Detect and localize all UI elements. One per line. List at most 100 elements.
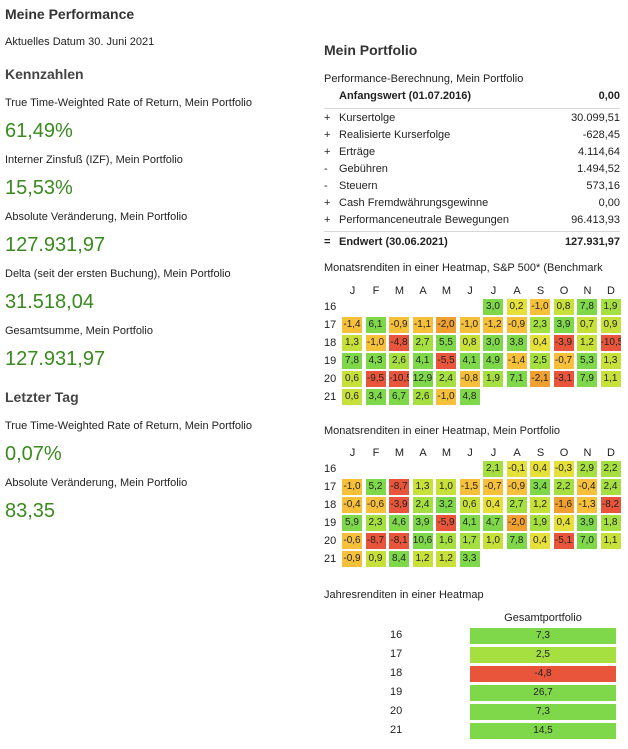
heatmap-cell: 0,6 [342, 389, 362, 405]
total-value: 127.931,97 [5, 348, 106, 370]
row-sign: - [324, 180, 328, 192]
row-label: Performanceneutrale Bewegungen [339, 214, 510, 226]
heatmap-cell: 0,6 [342, 371, 362, 387]
heatmap-cell: 0,9 [365, 551, 386, 567]
heatmap-cell: -1,0 [530, 299, 550, 315]
yearly-year-label: 20 [390, 705, 403, 717]
heatmap-cell: 7,8 [577, 299, 597, 315]
heatmap-cell: 2,2 [600, 461, 621, 477]
month-label: A [419, 285, 427, 297]
heatmap-cell: -0,4 [577, 479, 597, 495]
row-label: Realisierte Kurserfolge [339, 129, 451, 141]
page-title: Meine Performance [5, 6, 135, 22]
heatmap-cell: 7,8 [342, 353, 362, 369]
row-sign: + [324, 112, 331, 124]
start-value: 0,00 [598, 90, 620, 102]
heatmap-cell: -1,3 [577, 497, 597, 513]
portfolio-title: Mein Portfolio [324, 42, 418, 58]
heatmap-cell: 4,1 [412, 353, 433, 369]
heatmap-cell: 2,7 [506, 497, 527, 513]
month-label: A [513, 285, 521, 297]
heatmap-cell: 2,2 [553, 479, 574, 495]
heatmap-cell: 2,6 [412, 389, 433, 405]
heatmap-cell: 7,8 [506, 533, 527, 549]
row-value: 96.413,93 [571, 214, 620, 226]
total-label: Gesamtsumme, Mein Portfolio [5, 325, 153, 337]
heatmap-cell: -10,5 [600, 335, 621, 351]
heatmap-cell: -3,9 [553, 335, 574, 351]
year-label: 21 [324, 553, 337, 565]
month-label: N [583, 447, 592, 459]
yearly-heatmap-title: Jahresrenditen in einer Heatmap [324, 589, 484, 601]
heatmap-cell: 4,1 [459, 353, 480, 369]
heatmap-cell: 1,1 [600, 371, 621, 387]
heatmap-cell: -0,4 [342, 497, 362, 513]
heatmap-cell: -1,2 [483, 317, 503, 333]
heatmap-cell: 1,0 [436, 479, 456, 495]
month-label: S [536, 447, 545, 459]
row-sign: - [324, 163, 328, 175]
end-value-row: = Endwert (30.06.2021) 127.931,97 [324, 236, 620, 253]
row-label: Steuern [339, 180, 378, 192]
heatmap-cell: -2,1 [530, 371, 550, 387]
month-label: J [349, 447, 356, 459]
heatmap-cell: 2,4 [412, 497, 433, 513]
heatmap-cell: 2,9 [577, 461, 597, 477]
performance-row: - Gebühren 1.494,52 [324, 163, 620, 180]
yearly-bar: 26,7 [470, 685, 616, 701]
heatmap-cell: 3,0 [483, 299, 503, 315]
year-label: 18 [324, 499, 337, 511]
year-label: 16 [324, 463, 337, 475]
heatmap-cell: 1,9 [483, 371, 503, 387]
year-label: 18 [324, 337, 337, 349]
heatmap-cell: 1,2 [530, 497, 550, 513]
heatmap-cell: 3,0 [483, 335, 503, 351]
last-day-ttwror-value: 0,07% [5, 443, 62, 465]
heatmap-cell: -3,9 [389, 497, 409, 513]
heatmap-cell: 0,4 [530, 461, 550, 477]
heatmap-cell: 3,9 [412, 515, 433, 531]
year-label: 17 [324, 319, 337, 331]
year-label: 20 [324, 373, 337, 385]
heatmap-cell: 0,6 [459, 497, 480, 513]
heatmap-cell: 1,2 [577, 335, 597, 351]
month-label: O [559, 285, 569, 297]
heatmap-cell: 1,0 [483, 533, 503, 549]
row-sign: + [324, 129, 331, 141]
heatmap-cell: -1,1 [412, 317, 433, 333]
heatmap-cell: 12,9 [412, 371, 433, 387]
heatmap-cell: 1,2 [436, 551, 456, 567]
heatmap-cell: 0,4 [530, 335, 550, 351]
heatmap-cell: -1,4 [342, 317, 362, 333]
divider [324, 231, 620, 232]
heatmap-cell: 3,3 [459, 551, 480, 567]
heatmap-cell: 1,3 [600, 353, 621, 369]
heatmap-cell: 1,8 [600, 515, 621, 531]
heatmap-cell: 0,8 [553, 299, 574, 315]
heatmap-cell: -9,5 [365, 371, 386, 387]
heatmap-cell: -8,2 [600, 497, 621, 513]
heatmap-cell: 4,3 [365, 353, 386, 369]
row-label: Erträge [339, 146, 376, 158]
heatmap-cell: 2,5 [530, 353, 550, 369]
izf-value: 15,53% [5, 177, 73, 199]
ttwror-label: True Time-Weighted Rate of Return, Mein … [5, 97, 252, 109]
heatmap-cell: -5,9 [436, 515, 456, 531]
heatmap-cell: -0,8 [459, 371, 480, 387]
heatmap-cell: 3,9 [553, 317, 574, 333]
heatmap-cell: 0,8 [459, 335, 480, 351]
heatmap-cell: -1,0 [342, 479, 362, 495]
heatmap-cell: 5,5 [436, 335, 456, 351]
current-date: Aktuelles Datum 30. Juni 2021 [5, 36, 155, 48]
heatmap-cell: 3,8 [506, 335, 527, 351]
heatmap-cell: -1,0 [365, 335, 386, 351]
heatmap-cell: 2,4 [600, 479, 621, 495]
heatmap-cell: 6,7 [389, 389, 409, 405]
performance-row: + Realisierte Kurserfolge -628,45 [324, 129, 620, 146]
heatmap-cell: -5,5 [436, 353, 456, 369]
month-label: D [607, 285, 615, 297]
heatmap-cell: 3,2 [436, 497, 456, 513]
heatmap-portfolio-title: Monatsrenditen in einer Heatmap, Mein Po… [324, 425, 561, 437]
month-label: O [559, 447, 569, 459]
izf-label: Interner Zinsfuß (IZF), Mein Portfolio [5, 154, 183, 166]
